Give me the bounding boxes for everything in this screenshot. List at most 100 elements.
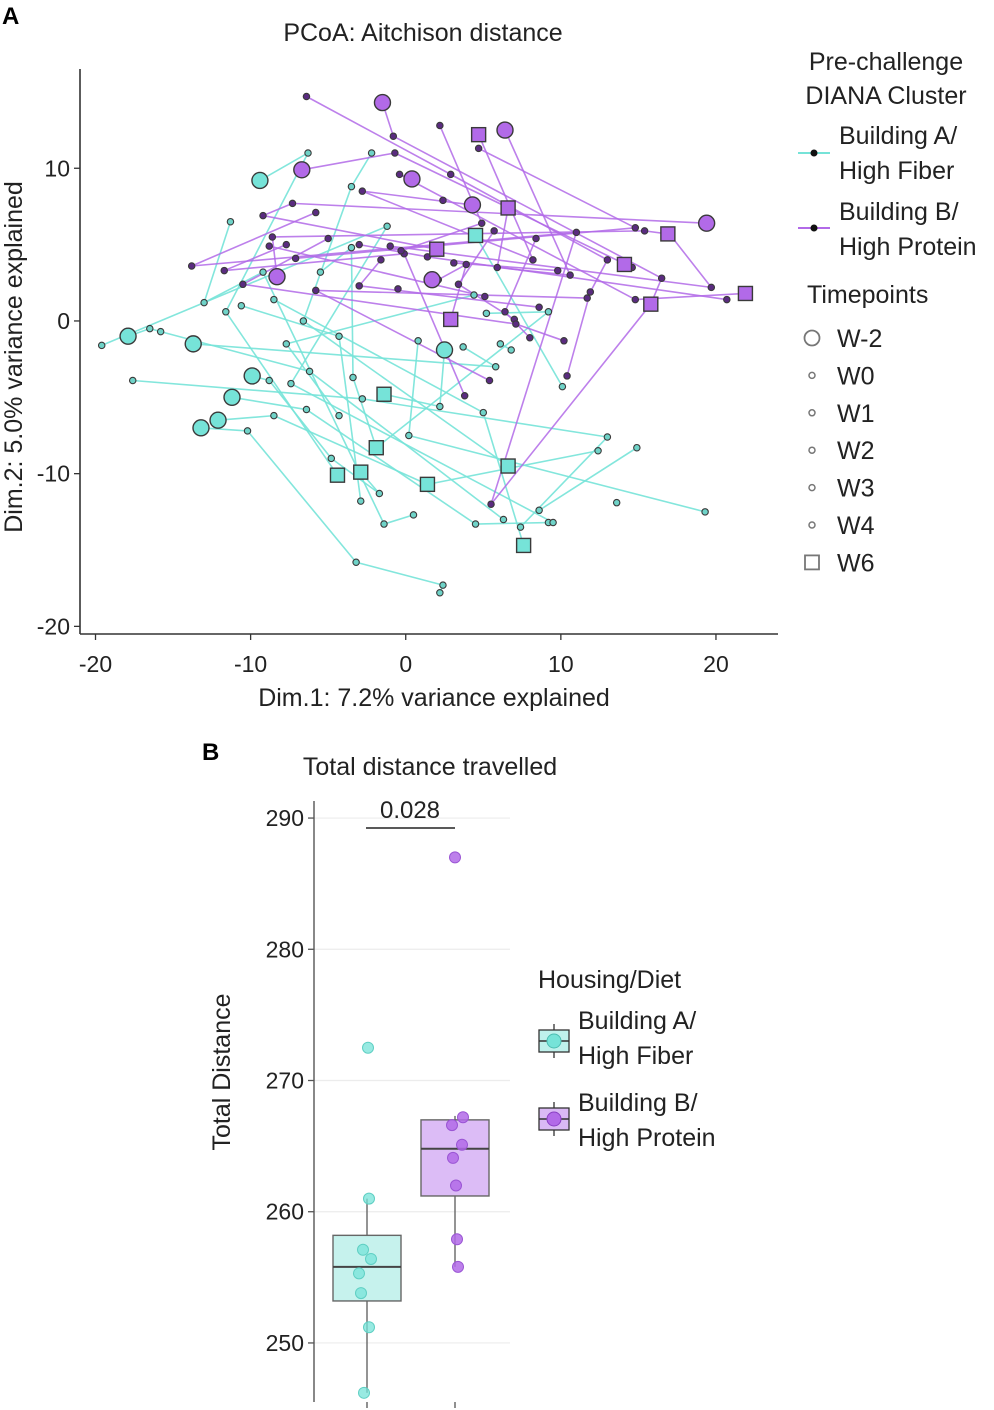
point-b-w-2 [463,196,482,214]
trajectory-segment [246,430,357,563]
trajectory-segment [306,408,476,525]
point-a-w1 [479,408,488,417]
point-a-w0 [97,341,106,350]
point-b-w0 [439,196,447,205]
point-b-w0 [631,224,640,232]
timepoints-legend-items: W-2 W0 W1 W2 W3 W4 W6 [803,325,882,577]
timepoint-w2-label: W2 [837,437,875,465]
point-a-w-2 [209,411,227,429]
pcoa-y-ticks: -20 -10 0 10 [37,155,80,639]
point-b-w0 [560,337,568,345]
cluster-legend-key-b [798,224,830,232]
point-b-w-2 [293,161,311,179]
point-b-w1 [397,246,405,255]
point-b-w0 [657,274,666,282]
point-b-w-2 [268,267,286,286]
pcoa-points [97,92,754,597]
point-a-w0 [226,217,235,226]
trajectory-segment [358,259,382,287]
point-a-w-2 [251,171,269,190]
point-b-w1 [586,288,595,296]
point-b-w1 [501,308,509,316]
point-b-w1 [477,219,486,227]
point-a-w-2 [243,367,261,385]
x-tick-label: 10 [548,651,574,677]
point-a-w0 [603,433,612,441]
trajectory-segment [408,434,706,513]
data-point [456,1138,468,1151]
trajectory-segment [191,211,317,267]
point-b-w1 [187,262,196,270]
point-a-w0 [436,589,444,597]
housing-legend-key-a [538,1024,570,1058]
point-a-w1 [335,332,343,340]
trajectory-segment [496,207,509,268]
point-a-w6 [368,440,384,456]
point-a-w1 [436,402,444,411]
point-b-w0 [583,294,591,302]
point-b-w1 [291,254,300,263]
point-b-w6 [660,226,676,242]
point-a-w6 [419,476,436,493]
point-a-w0 [409,511,418,519]
x-tick-label: -10 [234,651,267,677]
data-point [447,1151,459,1164]
point-b-w0 [723,295,731,304]
point-b-w1 [553,266,562,275]
point-a-w0 [200,298,208,307]
trajectory-segment [538,447,638,511]
trajectory-segment [350,247,354,378]
trajectory-segment [262,271,385,525]
data-point [357,1243,369,1256]
point-a-w6 [467,227,484,244]
y-tick-label: 0 [57,308,70,334]
point-b-w1 [259,211,267,220]
point-b-w1 [512,320,520,328]
point-b-w1 [462,260,470,269]
point-a-w0 [305,367,314,376]
trajectory-segment [225,311,339,476]
point-a-w0 [304,149,312,157]
point-a-w6 [329,467,346,483]
timepoint-w-2-icon [803,329,821,347]
timepoint-w3-icon [808,483,816,492]
pcoa-plot-area: -20 -10 0 10 20 -20 -10 0 10 [37,69,778,677]
timepoint-w0-label: W0 [837,362,875,390]
trajectory-segment [383,514,414,525]
point-b-w0 [566,271,574,279]
pcoa-y-axis-title: Dim.2: 5.0% variance explained [0,181,28,533]
point-a-w1 [302,405,311,414]
x-tick-label: -20 [79,651,112,677]
point-a-w0 [516,523,525,531]
housing-legend-title: Housing/Diet [538,966,681,994]
trajectory-segment [362,190,534,261]
point-a-w1 [507,346,515,354]
point-a-w1 [287,379,295,388]
box-x-ticks [366,1402,456,1408]
cluster-legend-a-line1: Building A/ [839,122,957,150]
point-a-w6 [515,537,532,554]
trajectory-segment [273,414,428,486]
panel-b-letter: B [202,739,219,766]
data-point [358,1386,370,1399]
point-b-w6 [616,256,633,273]
point-b-w1 [454,280,463,289]
trajectory-segment [223,243,287,272]
box-title: Total distance travelled [303,753,557,781]
timepoint-w-2-label: W-2 [837,325,882,353]
point-a-w6 [500,458,516,474]
y-tick-label: 250 [266,1330,304,1356]
data-point [362,1041,374,1054]
trajectory-segment [375,311,549,449]
point-a-w0 [327,454,336,463]
point-b-w0 [450,259,458,267]
pcoa-x-axis-title: Dim.1: 7.2% variance explained [258,684,610,712]
y-tick-label: -10 [37,461,70,487]
housing-legend-key-b [538,1102,570,1136]
point-b-w6 [470,126,487,143]
point-b-w6 [429,241,445,257]
point-a-w6 [376,386,392,402]
point-b-w0 [490,227,498,235]
point-a-w1 [482,309,491,318]
timepoint-w6-icon [804,554,820,571]
